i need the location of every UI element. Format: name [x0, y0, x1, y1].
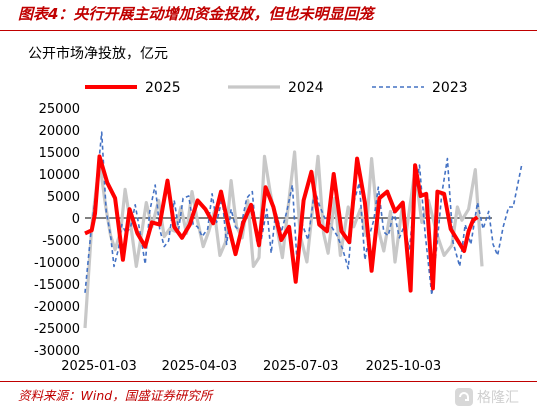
- legend-label-2023: 2023: [432, 80, 468, 96]
- chart-title: 图表4：央行开展主动增加资金投放，但也未明显回笼: [18, 5, 374, 23]
- y-tick-label: -20000: [34, 300, 80, 315]
- legend-label-2025: 2025: [145, 80, 181, 96]
- chart-legend: 2025 2024 2023: [85, 80, 468, 96]
- y-tick-label: 0: [72, 212, 80, 227]
- series-line-2025: [84, 154, 479, 293]
- y-tick-label: -10000: [34, 256, 80, 271]
- watermark-logo: 格隆汇: [455, 388, 519, 406]
- y-tick-label: 20000: [39, 124, 80, 139]
- x-tick-label: 2025-10-03: [366, 359, 442, 374]
- y-tick-label: -30000: [34, 344, 80, 359]
- y-tick-label: -25000: [34, 322, 80, 337]
- x-tick-label: 2025-04-03: [162, 359, 238, 374]
- y-tick-label: -5000: [42, 234, 80, 249]
- line-chart: 公开市场净投放，亿元 2025 2024 2023 25000 20000 15000 1…: [28, 45, 523, 374]
- source-note: 资料来源：Wind，国盛证券研究所: [18, 388, 213, 403]
- y-tick-label: 25000: [39, 102, 80, 117]
- title-bar: 图表4：央行开展主动增加资金投放，但也未明显回笼: [0, 0, 537, 28]
- y-tick-label: 15000: [39, 146, 80, 161]
- y-tick-label: 10000: [39, 168, 80, 183]
- title-divider: [0, 30, 537, 31]
- series-layer: [83, 131, 523, 329]
- chart-subtitle: 公开市场净投放，亿元: [28, 45, 168, 62]
- x-axis: 2025-01-03 2025-04-03 2025-07-03 2025-10-03: [61, 217, 492, 374]
- legend-label-2024: 2024: [288, 80, 324, 96]
- x-tick-label: 2025-07-03: [263, 359, 339, 374]
- y-tick-label: 5000: [47, 190, 80, 205]
- source-divider: [0, 381, 537, 382]
- watermark-text: 格隆汇: [477, 390, 519, 406]
- y-axis: 25000 20000 15000 10000 5000 0 -5000 -10000 -150…: [34, 102, 80, 359]
- y-tick-label: -15000: [34, 278, 80, 293]
- x-tick-label: 2025-01-03: [61, 359, 137, 374]
